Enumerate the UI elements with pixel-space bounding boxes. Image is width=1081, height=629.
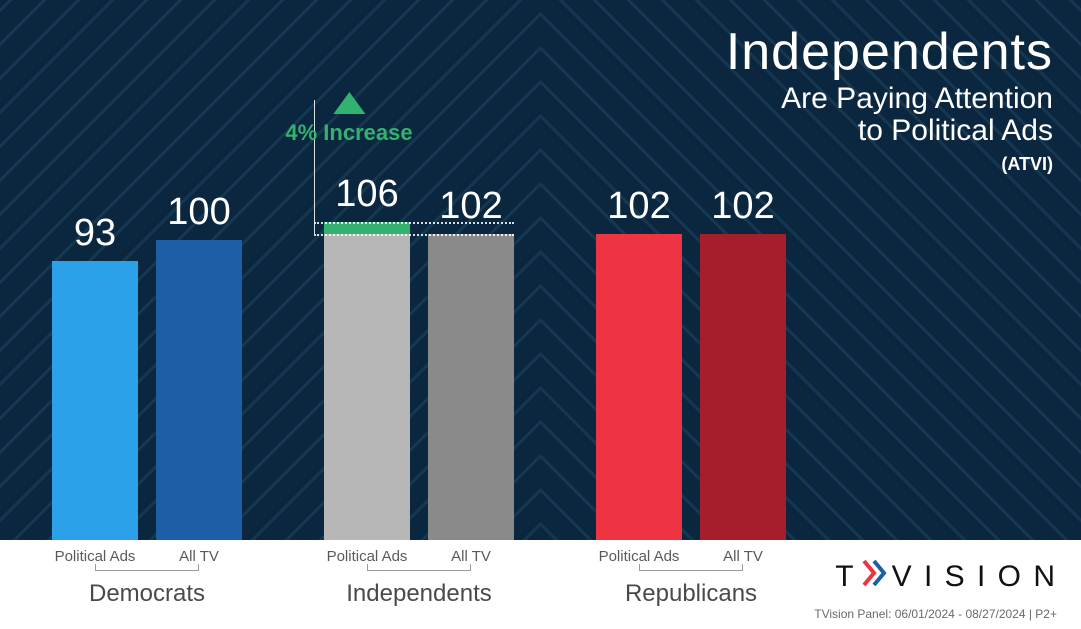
series-label: Political Ads <box>327 548 408 565</box>
series-label: Political Ads <box>55 548 136 565</box>
bar <box>596 234 682 540</box>
series-label: Political Ads <box>599 548 680 565</box>
bar-value-label: 102 <box>711 185 774 228</box>
bar <box>52 261 138 540</box>
series-label: All TV <box>451 548 491 565</box>
up-arrow-icon <box>333 92 365 114</box>
group-label: Democrats <box>89 580 205 608</box>
tvision-logo: T V I S I O N <box>835 558 1057 596</box>
group-bracket <box>367 570 471 571</box>
footer: T V I S I O N TVision Panel: 06/01/2024 … <box>0 540 1081 629</box>
bar-value-label: 100 <box>167 191 230 234</box>
group-bracket <box>639 570 743 571</box>
group-bracket <box>95 570 199 571</box>
logo-text-post: V I S I O N <box>892 560 1057 594</box>
guide-dotted-line <box>314 234 514 236</box>
chart-plot-area: Independents Are Paying Attention to Pol… <box>0 0 1081 540</box>
callout-text: 4% Increase <box>285 120 412 146</box>
group-label: Independents <box>346 580 491 608</box>
series-label: All TV <box>179 548 219 565</box>
stage: Independents Are Paying Attention to Pol… <box>0 0 1081 629</box>
bar <box>700 234 786 540</box>
logo-text-pre: T <box>835 560 859 594</box>
guide-dotted-line <box>314 222 514 224</box>
bar-value-label: 106 <box>335 173 398 216</box>
series-label: All TV <box>723 548 763 565</box>
source-text: TVision Panel: 06/01/2024 - 08/27/2024 |… <box>814 607 1057 621</box>
increase-callout: 4% Increase <box>285 92 412 146</box>
group-label: Republicans <box>625 580 757 608</box>
bar <box>324 222 410 540</box>
bar <box>156 240 242 540</box>
bar-value-label: 102 <box>607 185 670 228</box>
logo-chevron-icon <box>862 558 890 596</box>
bar-value-label: 93 <box>74 212 116 255</box>
bars-container: 931001061024% Increase102102 <box>0 0 1081 540</box>
bar <box>428 234 514 540</box>
